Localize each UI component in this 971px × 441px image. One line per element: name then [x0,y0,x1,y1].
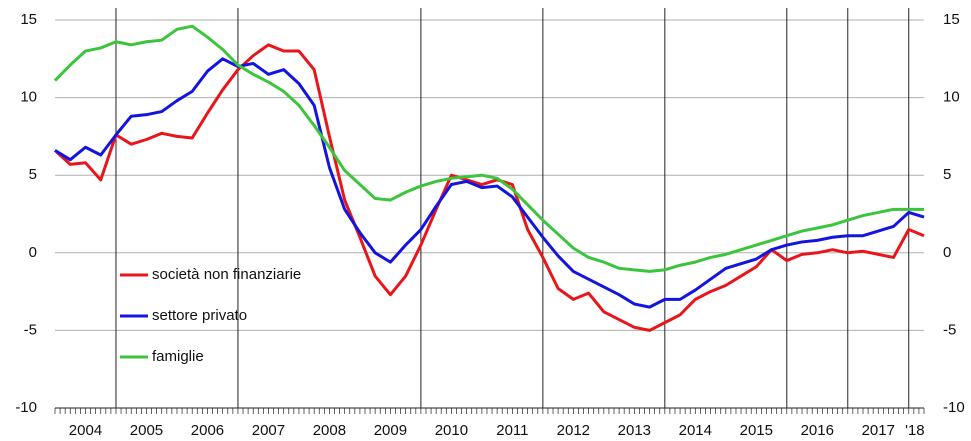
legend-label: società non finanziarie [152,266,301,283]
x-tick-label: 2008 [313,422,346,439]
x-tick-label: '18 [905,422,925,439]
x-tick-label: 2011 [496,422,528,439]
series-line [54,57,925,309]
y2-tick-label: 0 [943,244,951,261]
x-tick-label: 2009 [374,422,407,439]
x-tick-label: 2017 [862,422,895,439]
y2-tick-label: -5 [943,321,956,338]
x-tick-label: 2005 [130,422,163,439]
y-tick-label: 10 [20,89,37,106]
series-line [53,43,925,332]
x-tick-label: 2013 [618,422,651,439]
y-tick-label: 0 [29,244,37,261]
y2-tick-label: 10 [943,89,960,106]
x-tick-label: 2012 [557,422,590,439]
y-tick-label: 15 [20,11,37,28]
y-tick-label: 5 [29,166,37,183]
y2-tick-label: 15 [943,11,960,28]
y2-tick-label: 5 [943,166,951,183]
series-line [53,24,924,273]
legend-label: famiglie [152,348,204,365]
y-tick-label: -10 [15,399,37,416]
x-tick-label: 2010 [435,422,468,439]
x-tick-label: 2015 [740,422,773,439]
x-tick-label: 2007 [252,422,285,439]
y2-tick-label: -10 [943,399,965,416]
y-tick-label: -5 [24,321,37,338]
x-tick-label: 2014 [679,422,712,439]
x-tick-label: 2016 [801,422,834,439]
x-tick-label: 2006 [191,422,224,439]
x-tick-label: 2004 [69,422,102,439]
legend-label: settore privato [152,307,247,324]
